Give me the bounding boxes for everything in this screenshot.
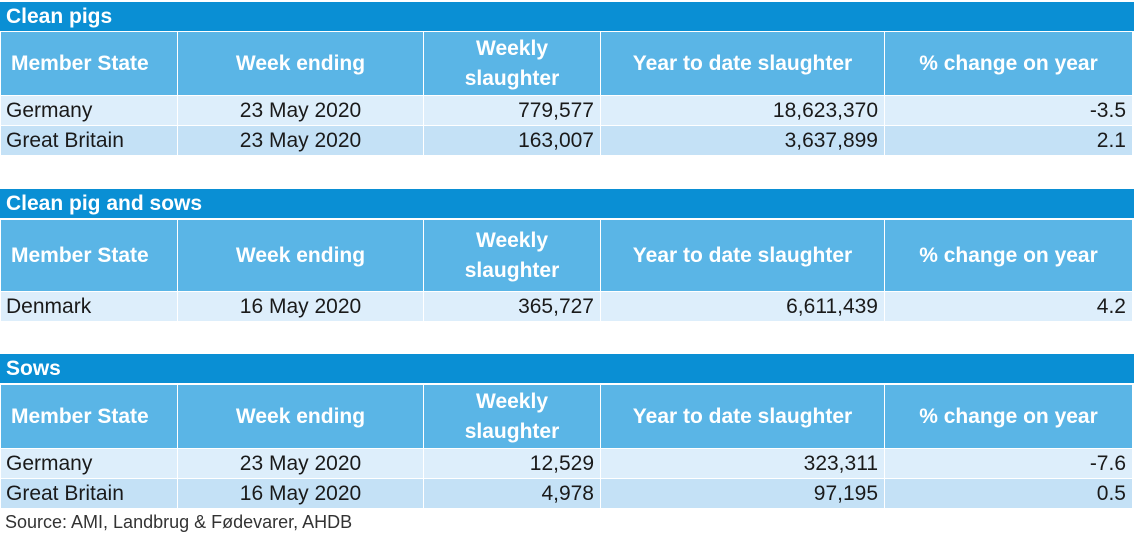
header-pct-change: % change on year <box>884 219 1133 292</box>
cell-ytd-slaughter: 3,637,899 <box>600 125 885 156</box>
table-row: Germany 23 May 2020 779,577 18,623,370 -… <box>0 95 1133 126</box>
cell-weekly-slaughter: 12,529 <box>423 448 601 479</box>
cell-pct-change: -7.6 <box>884 448 1133 479</box>
header-pct-change: % change on year <box>884 31 1133 96</box>
cell-week-ending: 23 May 2020 <box>177 448 424 479</box>
cell-weekly-slaughter: 4,978 <box>423 478 601 509</box>
header-weekly-slaughter: Weekly slaughter <box>423 219 601 292</box>
cell-pct-change: 4.2 <box>884 291 1133 322</box>
table-row: Denmark 16 May 2020 365,727 6,611,439 4.… <box>0 291 1133 322</box>
cell-pct-change: -3.5 <box>884 95 1133 126</box>
cell-week-ending: 16 May 2020 <box>177 478 424 509</box>
cell-member-state: Great Britain <box>0 478 178 509</box>
header-week-ending: Week ending <box>177 219 424 292</box>
cell-member-state: Germany <box>0 95 178 126</box>
table-clean-pigs: Member State Week ending Weekly slaughte… <box>0 31 1133 156</box>
header-week-ending: Week ending <box>177 31 424 96</box>
section-title-clean-pig-and-sows: Clean pig and sows <box>0 189 1134 218</box>
header-ytd-slaughter: Year to date slaughter <box>600 384 885 449</box>
header-weekly-slaughter: Weekly slaughter <box>423 384 601 449</box>
cell-week-ending: 16 May 2020 <box>177 291 424 322</box>
cell-weekly-slaughter: 163,007 <box>423 125 601 156</box>
cell-week-ending: 23 May 2020 <box>177 125 424 156</box>
cell-member-state: Germany <box>0 448 178 479</box>
cell-ytd-slaughter: 323,311 <box>600 448 885 479</box>
cell-week-ending: 23 May 2020 <box>177 95 424 126</box>
header-member-state: Member State <box>0 31 178 96</box>
cell-ytd-slaughter: 18,623,370 <box>600 95 885 126</box>
cell-member-state: Great Britain <box>0 125 178 156</box>
cell-member-state: Denmark <box>0 291 178 322</box>
header-member-state: Member State <box>0 384 178 449</box>
header-weekly-slaughter: Weekly slaughter <box>423 31 601 96</box>
table-clean-pig-and-sows: Member State Week ending Weekly slaughte… <box>0 219 1133 322</box>
header-ytd-slaughter: Year to date slaughter <box>600 219 885 292</box>
cell-ytd-slaughter: 6,611,439 <box>600 291 885 322</box>
cell-weekly-slaughter: 365,727 <box>423 291 601 322</box>
header-week-ending: Week ending <box>177 384 424 449</box>
cell-ytd-slaughter: 97,195 <box>600 478 885 509</box>
cell-pct-change: 0.5 <box>884 478 1133 509</box>
source-note: Source: AMI, Landbrug & Fødevarer, AHDB <box>5 512 353 532</box>
cell-pct-change: 2.1 <box>884 125 1133 156</box>
table-sows: Member State Week ending Weekly slaughte… <box>0 384 1133 509</box>
cell-weekly-slaughter: 779,577 <box>423 95 601 126</box>
header-ytd-slaughter: Year to date slaughter <box>600 31 885 96</box>
table-row: Germany 23 May 2020 12,529 323,311 -7.6 <box>0 448 1133 479</box>
table-row: Great Britain 23 May 2020 163,007 3,637,… <box>0 125 1133 156</box>
section-title-sows: Sows <box>0 354 1134 383</box>
header-pct-change: % change on year <box>884 384 1133 449</box>
header-member-state: Member State <box>0 219 178 292</box>
table-row: Great Britain 16 May 2020 4,978 97,195 0… <box>0 478 1133 509</box>
section-title-clean-pigs: Clean pigs <box>0 2 1134 31</box>
